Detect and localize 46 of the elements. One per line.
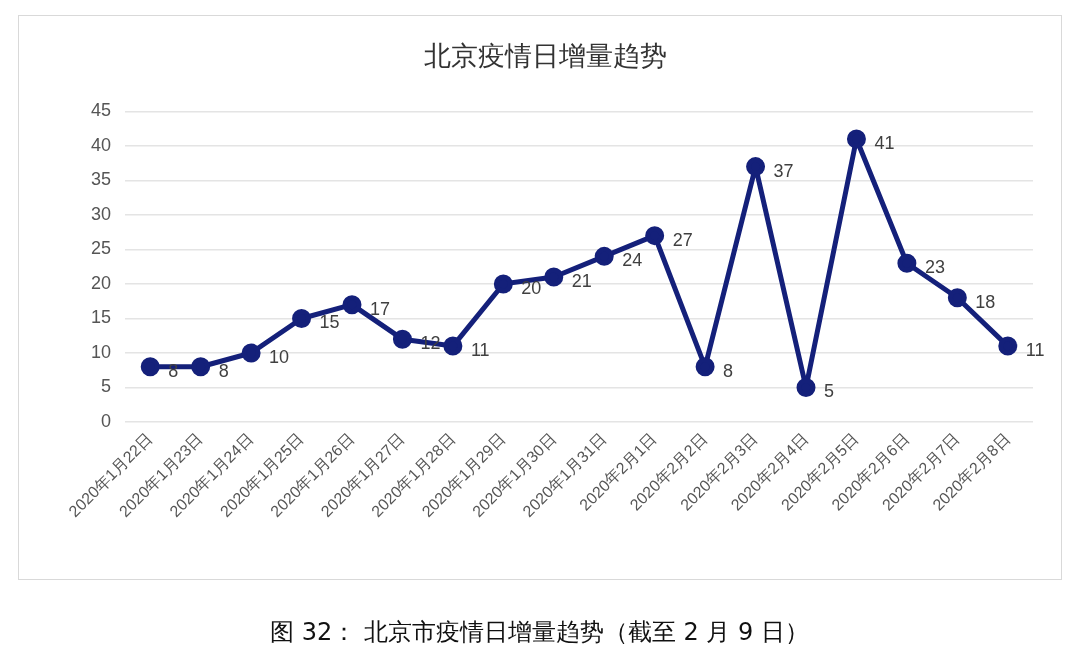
data-label: 8 xyxy=(723,360,734,381)
y-tick-label: 40 xyxy=(90,134,111,155)
data-label: 20 xyxy=(521,277,542,298)
point xyxy=(645,226,665,246)
y-tick-label: 5 xyxy=(100,376,111,397)
data-label: 17 xyxy=(370,298,391,319)
y-tick-label: 15 xyxy=(90,307,111,328)
point xyxy=(594,246,614,266)
point xyxy=(897,253,917,273)
point xyxy=(241,343,261,363)
point xyxy=(342,295,362,315)
point xyxy=(392,329,412,349)
point xyxy=(846,129,866,149)
y-tick-label: 20 xyxy=(90,272,111,293)
point xyxy=(292,308,312,328)
point xyxy=(695,357,715,377)
data-label: 23 xyxy=(924,257,945,278)
y-tick-label: 10 xyxy=(90,341,111,362)
data-label: 18 xyxy=(975,291,996,312)
point xyxy=(544,267,564,287)
y-tick-label: 0 xyxy=(100,410,111,431)
data-label: 11 xyxy=(1025,340,1045,361)
point xyxy=(493,274,513,294)
data-label: 11 xyxy=(470,340,490,361)
data-label: 27 xyxy=(672,229,693,250)
point xyxy=(746,157,766,177)
data-label: 24 xyxy=(622,250,643,271)
data-label: 5 xyxy=(824,381,835,402)
data-label: 15 xyxy=(319,312,340,333)
point xyxy=(443,336,463,356)
chart-title: 北京疫情日增量趋势 xyxy=(424,40,667,71)
y-tick-label: 25 xyxy=(90,238,111,259)
caption: 图 32： 北京市疫情日增量趋势（截至 2 月 9 日） xyxy=(270,617,809,648)
y-tick-label: 45 xyxy=(90,100,111,121)
point xyxy=(947,288,967,308)
point xyxy=(191,357,211,377)
data-label: 8 xyxy=(218,360,229,381)
point xyxy=(998,336,1018,356)
data-label: 41 xyxy=(874,132,895,153)
data-label: 37 xyxy=(773,160,794,181)
point xyxy=(140,357,160,377)
point xyxy=(796,377,816,397)
data-label: 10 xyxy=(269,346,290,367)
y-tick-label: 35 xyxy=(90,169,111,190)
y-tick-label: 30 xyxy=(90,203,111,224)
data-label: 21 xyxy=(571,271,592,292)
